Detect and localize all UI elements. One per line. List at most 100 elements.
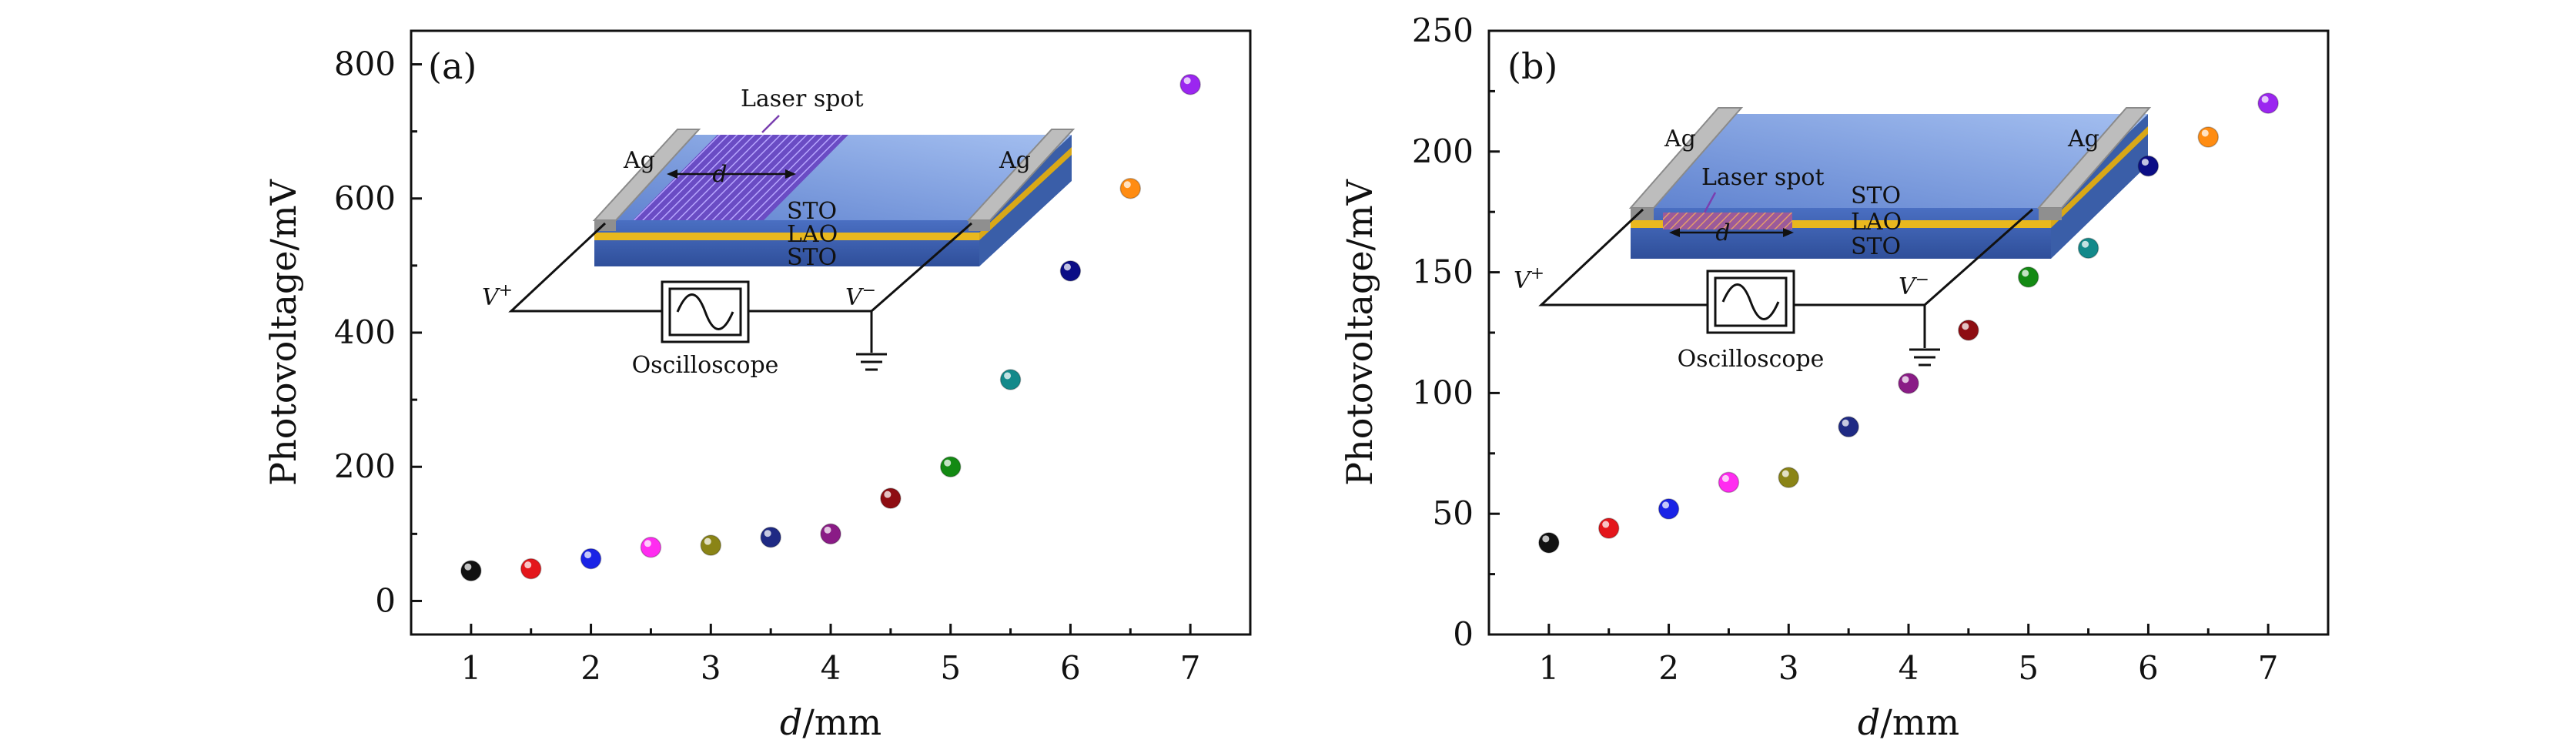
data-point-highlight	[1842, 419, 1849, 427]
x-axis-title-a-italic: d	[780, 701, 802, 743]
x-axis-title-a-unit: /mm	[802, 701, 882, 743]
x-tick-label: 5	[940, 649, 961, 687]
laser-pointer-b	[1703, 192, 1717, 213]
layer-label-lao-b: LAO	[1851, 209, 1902, 236]
sine-wave-icon-b	[1721, 283, 1780, 320]
data-point	[880, 487, 902, 509]
y-tick-label: 100	[1412, 373, 1474, 411]
data-point	[999, 369, 1022, 390]
data-point	[939, 456, 962, 477]
panel-b: d Laser spot Ag Ag STO LAO STO Oscillosc…	[1339, 12, 2330, 743]
data-point-highlight	[944, 459, 952, 467]
data-point	[2017, 266, 2039, 288]
lao-layer-right	[979, 147, 1072, 240]
data-point-highlight	[2082, 240, 2089, 248]
oscilloscope-label: Oscilloscope	[632, 352, 779, 379]
x-tick-label: 6	[2138, 649, 2159, 687]
laser-spot-area-b	[1663, 213, 1792, 229]
v-plus-letter: V	[482, 284, 501, 311]
y-axis-title-a: Photovoltage/mV	[263, 179, 304, 486]
v-minus-sup: −	[862, 281, 876, 300]
x-tick-label: 7	[1180, 649, 1201, 687]
left-ag-label: Ag	[623, 147, 655, 174]
data-point	[700, 534, 722, 556]
data-point	[1538, 532, 1560, 554]
y-axis-title-b: Photovoltage/mV	[1339, 179, 1380, 486]
lao-layer-front-b	[1631, 220, 2051, 228]
x-axis-title-a: d/mm	[780, 701, 882, 743]
data-point	[1898, 373, 1919, 394]
y-tick-label: 50	[1433, 494, 1474, 532]
data-point-highlight	[1721, 474, 1729, 482]
v-plus-sup-b: +	[1531, 264, 1544, 283]
v-plus-sup: +	[499, 281, 513, 300]
x-ticks-b: 1 2 3 4 5 6 7	[1538, 624, 2279, 687]
right-ag-label: Ag	[999, 147, 1031, 174]
data-point-highlight	[1183, 77, 1191, 85]
y-tick-label: 600	[334, 179, 396, 217]
data-point	[760, 526, 781, 548]
y-ticks-a: 0 200 400 600 800	[334, 45, 422, 619]
data-point	[1597, 517, 1620, 539]
data-point-highlight	[1902, 376, 1909, 383]
panel-label-a: (a)	[428, 45, 477, 87]
data-point-highlight	[464, 563, 472, 571]
y-tick-label: 0	[1453, 615, 1474, 653]
data-point	[820, 523, 841, 545]
right-electrode-side-b	[2039, 208, 2062, 220]
data-points-a	[460, 73, 1201, 581]
right-ag-label-b: Ag	[2067, 126, 2099, 152]
sine-wave-icon	[676, 293, 734, 330]
data-point-highlight	[2261, 95, 2269, 103]
x-tick-label: 3	[1778, 649, 1799, 687]
laser-pointer	[761, 115, 780, 133]
v-minus-letter: V	[845, 284, 865, 311]
data-point-highlight	[2022, 270, 2029, 277]
laser-spot-area	[633, 135, 848, 220]
data-point	[2077, 237, 2099, 259]
x-tick-label: 7	[2258, 649, 2279, 687]
lao-layer-front	[594, 233, 979, 240]
data-point	[2137, 155, 2159, 177]
y-tick-label: 250	[1412, 12, 1474, 49]
y-tick-label: 200	[334, 447, 396, 485]
y-ticks-b: 0 50 100 150 200 250	[1412, 12, 1500, 653]
data-point	[2197, 126, 2220, 148]
data-point	[1778, 467, 1800, 488]
data-point	[1838, 416, 1859, 438]
x-ticks-a: 1 2 3 4 5 6 7	[460, 624, 1201, 687]
y-tick-label: 800	[334, 45, 396, 83]
d-label: d	[712, 161, 727, 188]
y-tick-label: 150	[1412, 253, 1474, 291]
data-point	[1718, 471, 1740, 494]
d-arrow-b-right-head	[1783, 228, 1794, 237]
layer-label-top-sto: STO	[787, 198, 837, 225]
v-minus-label: V−	[845, 281, 876, 311]
sample-front-face	[594, 220, 979, 266]
v-minus-label-b: V−	[1899, 270, 1929, 300]
data-point-highlight	[2141, 159, 2149, 166]
left-ag-label-b: Ag	[1664, 126, 1696, 152]
data-point-highlight	[1662, 501, 1670, 509]
d-arrow-b-left-head	[1669, 228, 1680, 237]
x-tick-label: 3	[701, 649, 721, 687]
data-point-highlight	[2201, 129, 2209, 137]
x-axis-title-b-unit: /mm	[1880, 701, 1959, 743]
v-plus-label: V+	[482, 281, 513, 311]
lao-layer-right-b	[2051, 126, 2148, 228]
data-point	[1658, 498, 1680, 520]
x-tick-label: 1	[1538, 649, 1559, 687]
x-tick-label: 2	[580, 649, 601, 687]
v-plus-label-b: V+	[1514, 264, 1544, 294]
layer-label-bottom-sto: STO	[787, 244, 837, 271]
laser-spot-label-b: Laser spot	[1701, 164, 1825, 191]
data-point-highlight	[884, 491, 892, 498]
x-tick-label: 2	[1658, 649, 1679, 687]
data-point	[1958, 320, 1979, 341]
sample-right-face	[979, 135, 1072, 266]
layer-label-top-sto-b: STO	[1851, 182, 1901, 209]
layer-label-lao: LAO	[787, 221, 838, 248]
sample-top-face-b	[1631, 114, 2148, 208]
data-point	[1119, 177, 1142, 199]
